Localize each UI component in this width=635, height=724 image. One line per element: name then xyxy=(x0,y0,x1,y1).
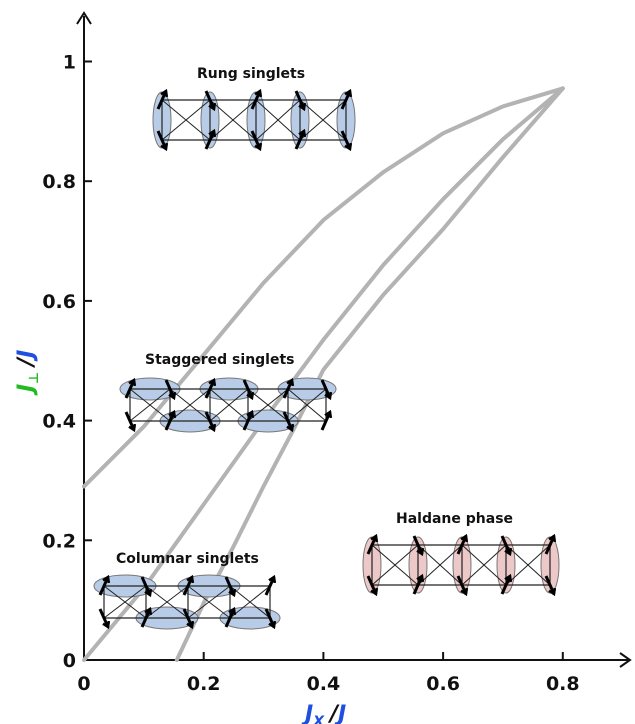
haldane-ladder xyxy=(362,533,560,597)
y-axis-label-den: J xyxy=(14,350,39,362)
x-axis-label-sep: / xyxy=(327,702,340,724)
x-tick-label: 0 xyxy=(77,673,90,695)
y-tick-label: 0.6 xyxy=(42,291,76,313)
x-tick-label: 0.8 xyxy=(546,673,580,695)
staggered-singlets-ladder xyxy=(119,377,337,433)
y-axis-label: J⊥/J xyxy=(14,350,42,396)
y-tick-label: 0.4 xyxy=(42,411,76,433)
annotation-haldane-phase: Haldane phase xyxy=(396,511,513,527)
y-axis-arrow xyxy=(76,11,92,25)
phase-illustrations xyxy=(93,88,560,630)
y-tick-label: 0.2 xyxy=(42,530,76,552)
x-tick-label: 0.4 xyxy=(307,673,341,695)
x-axis-label-sub: X xyxy=(312,714,325,724)
x-tick-label: 0.6 xyxy=(426,673,460,695)
x-axis-label: JX/J xyxy=(301,702,346,724)
x-axis-arrow xyxy=(619,652,632,668)
x-tick-label: 0.2 xyxy=(187,673,221,695)
phase-boundaries xyxy=(82,86,565,662)
rung-singlets-ladder xyxy=(152,88,356,152)
y-tick-label: 0.8 xyxy=(42,171,76,193)
x-axis-label-den: J xyxy=(334,702,346,724)
phase-boundary-line xyxy=(82,86,565,489)
x-axis-label-main: J xyxy=(301,702,313,724)
y-tick-label: 0 xyxy=(63,650,76,672)
y-axis-label-sub: ⊥ xyxy=(27,372,42,384)
axes xyxy=(76,11,632,668)
annotation-staggered-singlets: Staggered singlets xyxy=(145,352,295,368)
y-axis-label-sep: / xyxy=(14,356,39,369)
annotation-rung-singlets: Rung singlets xyxy=(197,66,305,82)
columnar-singlets-ladder xyxy=(93,574,281,630)
y-tick-label: 1 xyxy=(63,52,76,74)
ticks: 0 0.2 0.4 0.6 0.8 0 0.2 0.4 0.6 0.8 1 xyxy=(42,52,579,696)
annotation-columnar-singlets: Columnar singlets xyxy=(116,551,259,567)
y-axis-label-main: J xyxy=(14,384,39,396)
